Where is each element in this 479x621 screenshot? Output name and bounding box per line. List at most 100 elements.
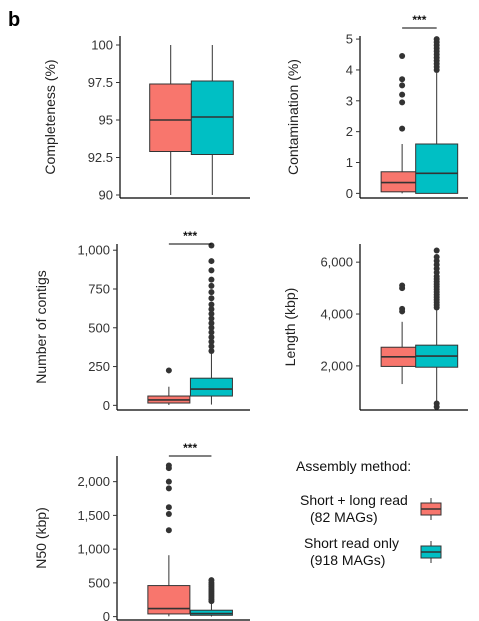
outlier-point: [399, 53, 406, 60]
y-tick-label: 500: [88, 575, 110, 590]
outlier-point: [208, 577, 215, 584]
outlier-point: [433, 247, 440, 254]
outlier-point: [165, 485, 172, 492]
outlier-point: [165, 511, 172, 518]
box-short-only: [415, 36, 459, 194]
box-short-only: [415, 247, 459, 410]
box-short-long: [149, 45, 193, 195]
box-iqr: [189, 609, 233, 616]
y-tick-label: 6,000: [320, 255, 353, 270]
y-tick-label: 250: [88, 359, 110, 374]
legend-keys: [420, 498, 442, 563]
y-tick-label: 1: [346, 155, 353, 170]
outlier-point: [165, 527, 172, 534]
y-tick-label: 95: [99, 113, 113, 128]
significance-label: ***: [183, 441, 197, 455]
legend: Assembly method: Short + long read (82 M…: [296, 458, 442, 568]
outlier-point: [399, 125, 406, 132]
box-short-only: [189, 242, 233, 405]
chart-panel-2: 0 1 2 3 4 5 Contamination (%) ***: [285, 13, 468, 201]
chart-panel-3: 0 250 500 750 1,000 Number of contigs ***: [33, 229, 250, 413]
outlier-point: [399, 76, 406, 83]
charts-group: 90 92.5 95 97.5 100 Completeness (%) 0 1 2 3 4 5 Con…: [33, 13, 468, 621]
outlier-point: [399, 99, 406, 106]
legend-entry-2-line2: (918 MAGs): [310, 552, 385, 568]
chart-panel-1: 90 92.5 95 97.5 100 Completeness (%): [42, 36, 250, 203]
outlier-point: [208, 348, 215, 355]
outlier-point: [165, 462, 172, 469]
legend-key-1: [420, 498, 442, 520]
y-tick-label: 2,000: [320, 358, 353, 373]
y-tick-label: 500: [88, 320, 110, 335]
outlier-point: [208, 306, 215, 313]
y-tick-label: 100: [91, 38, 113, 53]
outlier-point: [208, 289, 215, 296]
outlier-point: [208, 258, 215, 265]
significance-label: ***: [412, 13, 426, 27]
box-iqr: [415, 143, 459, 194]
y-tick-label: 0: [346, 186, 353, 201]
y-tick-label: 2: [346, 124, 353, 139]
outlier-point: [433, 400, 440, 407]
outlier-point: [165, 504, 172, 511]
box-short-long: [380, 53, 424, 194]
y-tick-label: 5: [346, 32, 353, 47]
outlier-point: [208, 329, 215, 336]
box-short-long: [147, 462, 191, 617]
outlier-point: [208, 343, 215, 350]
chart-panel-5: 0 500 1,000 1,500 2,000 N50 (kbp) ***: [33, 441, 250, 621]
y-axis-title: N50 (kbp): [33, 507, 49, 568]
outlier-point: [208, 324, 215, 331]
outlier-point: [208, 267, 215, 274]
y-tick-label: 1,000: [77, 542, 110, 557]
y-axis-title: Number of contigs: [33, 270, 49, 384]
outlier-point: [399, 82, 406, 89]
y-tick-label: 4,000: [320, 307, 353, 322]
outlier-point: [165, 367, 172, 374]
panel-letter: b: [8, 9, 20, 31]
outlier-point: [208, 301, 215, 308]
y-tick-label: 0: [103, 398, 110, 413]
outlier-point: [208, 276, 215, 283]
y-axis-title: Contamination (%): [285, 59, 301, 175]
outlier-point: [399, 91, 406, 98]
box-short-long: [380, 282, 424, 385]
outlier-point: [208, 334, 215, 341]
outlier-point: [208, 295, 215, 302]
outlier-point: [208, 310, 215, 317]
legend-entry-1-line2: (82 MAGs): [310, 509, 378, 525]
y-tick-label: 1,000: [77, 243, 110, 258]
outlier-point: [399, 282, 406, 289]
y-tick-label: 4: [346, 62, 353, 77]
y-tick-label: 90: [99, 188, 113, 203]
outlier-point: [208, 242, 215, 249]
y-tick-label: 1,500: [77, 508, 110, 523]
outlier-point: [208, 320, 215, 327]
legend-key-2: [420, 541, 442, 563]
y-tick-label: 92.5: [88, 150, 113, 165]
box-iqr: [149, 83, 193, 152]
outlier-point: [433, 36, 440, 43]
chart-panel-4: 2,000 4,000 6,000 Length (kbp): [282, 244, 468, 411]
significance-label: ***: [183, 229, 197, 243]
y-tick-label: 2,000: [77, 474, 110, 489]
box-short-long: [147, 367, 191, 406]
legend-entry-1-line1: Short + long read: [300, 492, 408, 508]
y-tick-label: 97.5: [88, 75, 113, 90]
y-tick-label: 750: [88, 281, 110, 296]
box-short-only: [190, 45, 234, 195]
y-tick-label: 3: [346, 93, 353, 108]
outlier-point: [433, 253, 440, 260]
y-tick-label: 0: [103, 609, 110, 621]
box-iqr: [147, 585, 191, 615]
y-axis-title: Completeness (%): [42, 59, 58, 174]
outlier-point: [208, 282, 215, 289]
outlier-point: [208, 338, 215, 345]
outlier-point: [208, 315, 215, 322]
y-axis-title: Length (kbp): [282, 288, 298, 367]
legend-entry-2-line1: Short read only: [304, 535, 399, 551]
box-short-only: [189, 577, 233, 617]
legend-title: Assembly method:: [296, 458, 411, 474]
outlier-point: [399, 305, 406, 312]
